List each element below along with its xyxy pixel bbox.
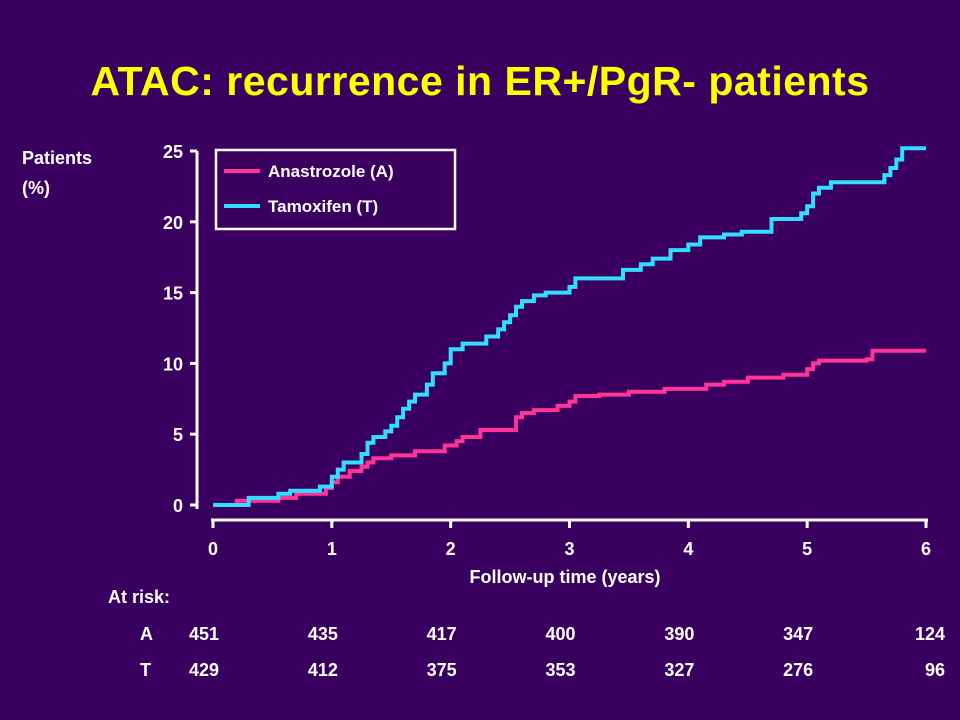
x-tick-label: 3 <box>564 539 574 559</box>
y-tick-label: 5 <box>173 425 183 445</box>
at-risk-value: 375 <box>426 660 457 680</box>
at-risk-value: 276 <box>783 660 814 680</box>
tamoxifen-series-line <box>213 146 926 507</box>
at-risk-row-a: A 451 435 417 400 390 347 124 <box>0 624 960 648</box>
y-tick-label: 20 <box>163 213 183 233</box>
at-risk-value: 96 <box>924 660 945 680</box>
chart-legend: Anastrozole (A) Tamoxifen (T) <box>214 148 457 231</box>
at-risk-value: 417 <box>426 624 457 644</box>
y-tick-label: 25 <box>163 142 183 162</box>
x-tick-label: 4 <box>683 539 693 559</box>
slide-title: ATAC: recurrence in ER+/PgR- patients <box>90 58 870 104</box>
at-risk-row-label: T <box>140 660 151 680</box>
at-risk-value: 390 <box>664 624 695 644</box>
at-risk-value: 353 <box>545 660 576 680</box>
anastrozole-series-line <box>234 348 926 505</box>
y-tick-label: 0 <box>173 496 183 516</box>
y-tick-label: 10 <box>163 354 183 374</box>
y-axis-label-line-1: Patients <box>22 148 93 168</box>
at-risk-row-t: T 429 412 375 353 327 276 96 <box>0 660 960 684</box>
x-axis-label: Follow-up time (years) <box>469 567 660 587</box>
at-risk-row-label: A <box>140 624 153 644</box>
at-risk-value: 347 <box>783 624 814 644</box>
at-risk-value: 429 <box>189 660 220 680</box>
at-risk-value: 327 <box>664 660 695 680</box>
legend-label: Tamoxifen (T) <box>268 197 378 216</box>
x-tick-label: 2 <box>446 539 456 559</box>
chart-series <box>213 146 926 507</box>
y-axis-label-line-2: (%) <box>22 178 50 198</box>
y-tick-label: 15 <box>163 284 183 304</box>
legend-label: Anastrozole (A) <box>268 162 394 181</box>
at-risk-value: 124 <box>914 624 945 644</box>
legend-box <box>214 148 457 231</box>
at-risk-value: 435 <box>307 624 338 644</box>
x-tick-label: 5 <box>802 539 812 559</box>
at-risk-title: At risk: <box>108 587 171 607</box>
chart-axes: 0 5 10 15 20 25 0 1 2 3 4 5 6 <box>163 142 931 559</box>
at-risk-value: 412 <box>307 660 338 680</box>
y-axis-label: Patients (%) <box>22 143 92 203</box>
x-tick-label: 6 <box>921 539 931 559</box>
x-tick-label: 1 <box>327 539 337 559</box>
x-tick-label: 0 <box>208 539 218 559</box>
at-risk-value: 400 <box>545 624 576 644</box>
at-risk-value: 451 <box>189 624 220 644</box>
